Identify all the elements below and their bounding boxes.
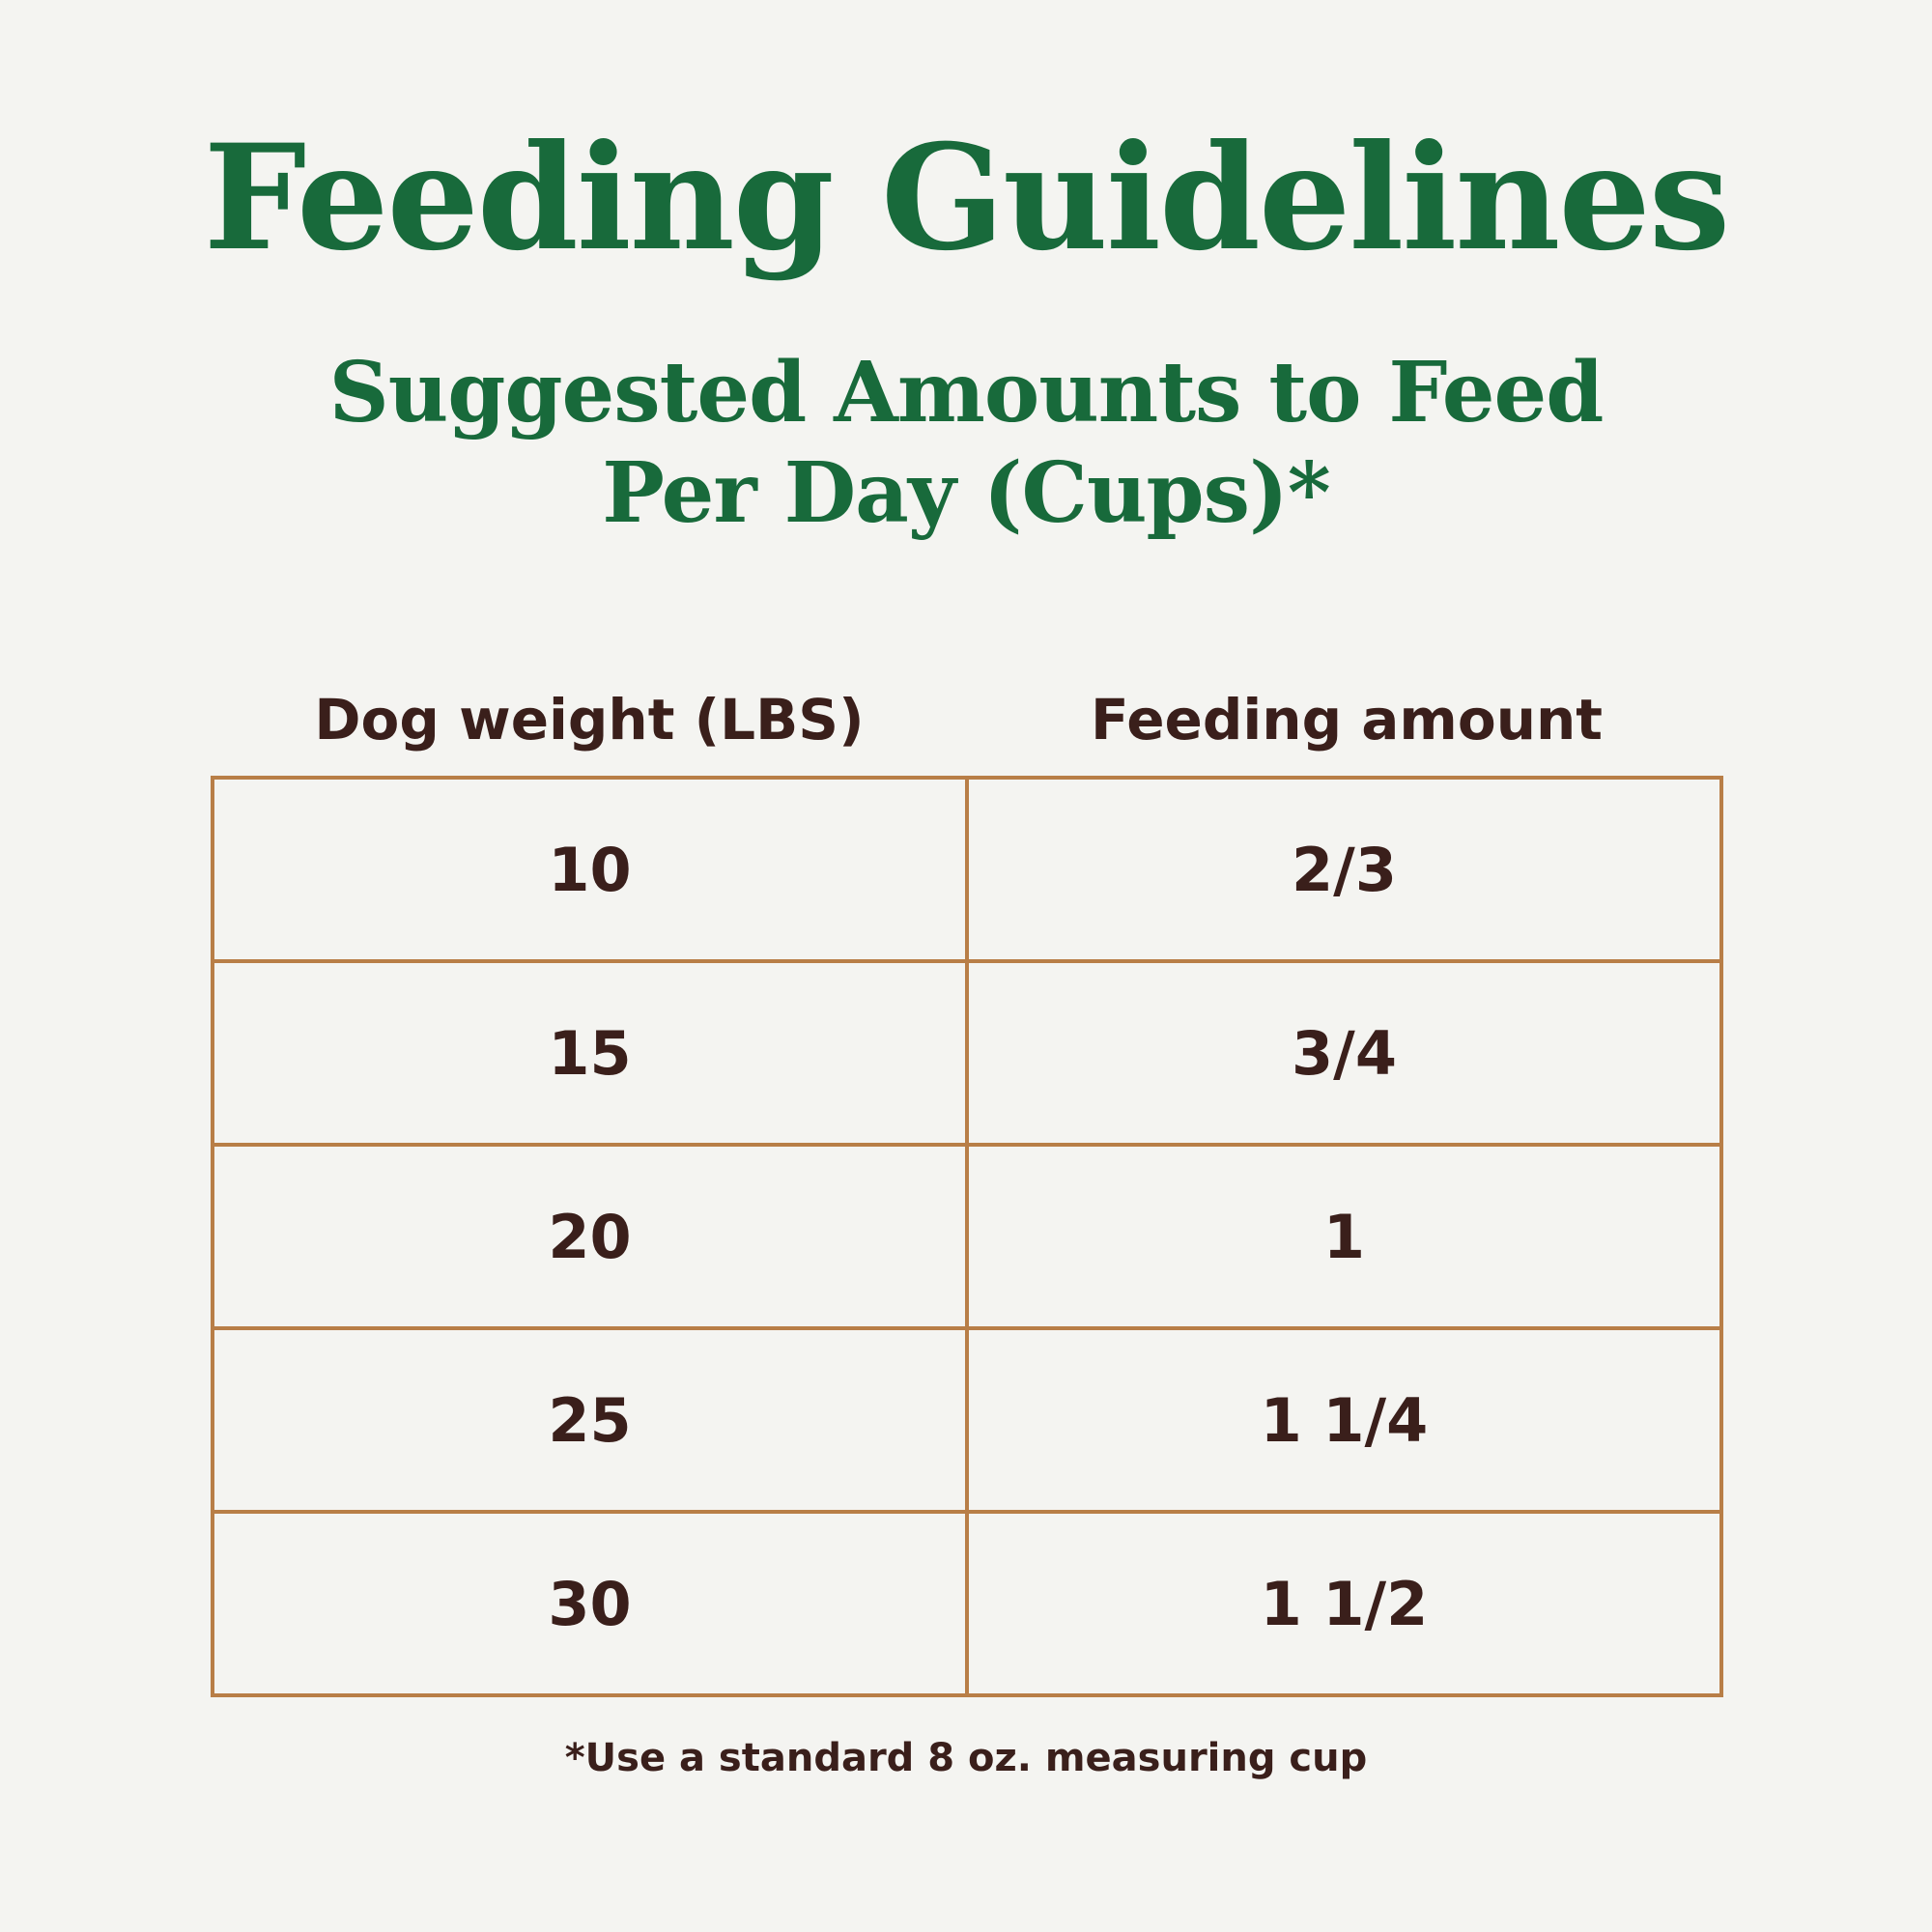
table-row: 10 2/3 <box>211 776 1723 963</box>
footnote: *Use a standard 8 oz. measuring cup <box>564 1736 1368 1780</box>
weight-cell: 20 <box>211 1143 969 1330</box>
weight-cell: 15 <box>211 959 969 1147</box>
table-row: 15 3/4 <box>211 959 1723 1147</box>
table-row: 25 1 1/4 <box>211 1326 1723 1514</box>
page-title: Feeding Guidelines <box>203 113 1731 283</box>
amount-cell: 1 1/2 <box>965 1510 1723 1697</box>
amount-cell: 2/3 <box>965 776 1723 963</box>
table-row: 30 1 1/2 <box>211 1510 1723 1697</box>
weight-cell: 30 <box>211 1510 969 1697</box>
column-header-feeding-amount: Feeding amount <box>1090 687 1604 753</box>
column-header-dog-weight: Dog weight (LBS) <box>314 687 865 753</box>
amount-cell: 1 <box>965 1143 1723 1330</box>
table-row: 20 1 <box>211 1143 1723 1330</box>
amount-cell: 3/4 <box>965 959 1723 1147</box>
amount-cell: 1 1/4 <box>965 1326 1723 1514</box>
page-subtitle: Suggested Amounts to Feed Per Day (Cups)… <box>328 344 1605 542</box>
weight-cell: 25 <box>211 1326 969 1514</box>
feeding-table: 10 2/3 15 3/4 20 1 25 1 1/4 30 1 1/2 <box>211 776 1723 1697</box>
weight-cell: 10 <box>211 776 969 963</box>
